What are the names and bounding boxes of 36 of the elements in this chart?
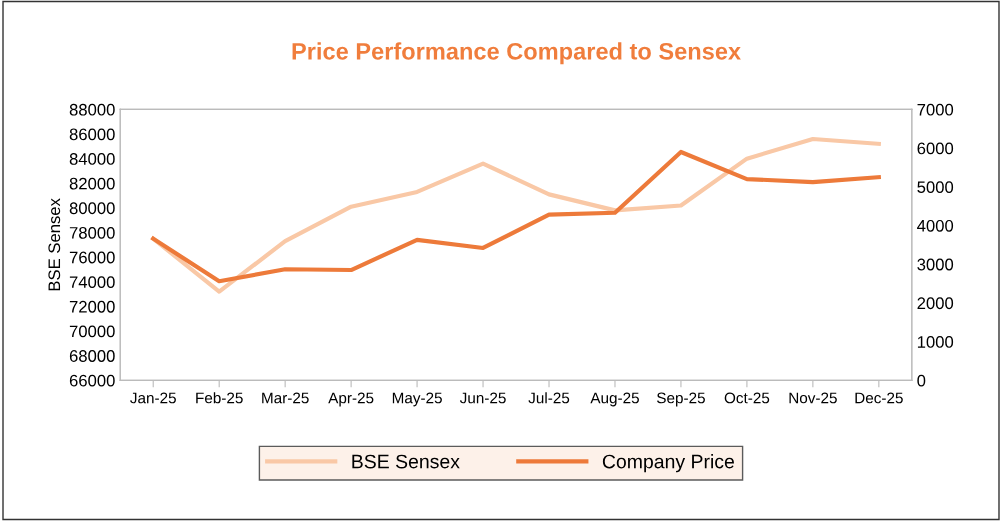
x-tick-label: Feb-25 — [196, 392, 243, 404]
legend-label: Company Price — [602, 454, 734, 473]
y-tick-label: 78000 — [69, 226, 115, 239]
y-tick-label: 68000 — [69, 350, 115, 362]
y2-tick-label: 7000 — [917, 103, 954, 116]
y2-tick-label: 0 — [917, 374, 926, 387]
y-tick-label: 82000 — [69, 177, 115, 190]
x-tick-label: May-25 — [392, 392, 442, 407]
x-tick-label: Aug-25 — [590, 392, 639, 407]
y-tick-label: 80000 — [69, 202, 115, 215]
y2-tick-label: 4000 — [917, 219, 954, 232]
x-tick-label: Nov-25 — [789, 392, 837, 404]
x-tick-label: Jul-25 — [528, 392, 570, 404]
y2-tick-label: 6000 — [917, 142, 954, 155]
y-tick-label: 72000 — [69, 300, 115, 313]
legend-label: BSE Sensex — [352, 454, 460, 469]
x-tick-label: Apr-25 — [328, 392, 374, 407]
x-tick-label: Oct-25 — [724, 392, 770, 404]
y-tick-label: 84000 — [69, 153, 115, 165]
y2-tick-label: 2000 — [917, 297, 954, 310]
y-axis-title: BSE Sensex — [48, 198, 61, 291]
y-tick-label: 86000 — [69, 128, 115, 141]
chart-title: Price Performance Compared to Sensex — [292, 42, 741, 65]
y2-tick-label: 1000 — [917, 336, 954, 348]
y-tick-label: 76000 — [69, 251, 115, 264]
y2-tick-label: 5000 — [917, 181, 954, 194]
y2-tick-label: 3000 — [917, 258, 954, 271]
x-tick-label: Mar-25 — [262, 392, 309, 404]
x-tick-label: Jun-25 — [459, 392, 506, 404]
y-tick-label: 66000 — [69, 374, 115, 387]
x-tick-label: Dec-25 — [855, 392, 903, 404]
x-tick-label: Sep-25 — [657, 392, 705, 407]
y-tick-label: 74000 — [69, 276, 115, 289]
y-tick-label: 88000 — [69, 103, 115, 116]
y-tick-label: 70000 — [69, 325, 115, 338]
x-tick-label: Jan-25 — [130, 392, 176, 404]
